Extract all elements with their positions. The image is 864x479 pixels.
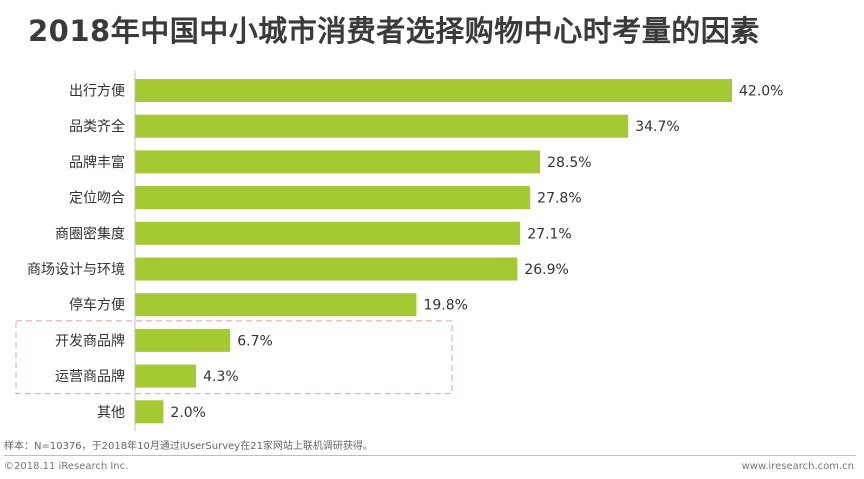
category-label: 停车方便	[69, 297, 125, 314]
highlight-box	[15, 320, 453, 395]
value-label: 4.3%	[203, 369, 239, 385]
category-label: 商场设计与环境	[27, 262, 125, 278]
category-label: 其他	[97, 405, 125, 421]
bar	[135, 364, 197, 388]
bar	[135, 79, 732, 102]
bar	[135, 150, 541, 174]
bar	[135, 257, 518, 281]
value-label: 26.9%	[524, 262, 568, 278]
category-label: 运营商品牌	[55, 368, 125, 385]
bar	[135, 293, 417, 317]
value-label: 27.8%	[537, 191, 581, 207]
value-label: 28.5%	[547, 155, 591, 171]
category-label: 品类齐全	[69, 118, 125, 135]
sample-note: 样本：N=10376，于2018年10月通过iUserSurvey在21家网站上…	[4, 441, 373, 452]
footer-divider	[4, 455, 856, 456]
bar	[135, 186, 531, 210]
category-label: 定位吻合	[69, 191, 125, 207]
bar	[135, 328, 231, 352]
copyright-text: ©2018.11 iResearch Inc.	[4, 461, 129, 472]
bar	[135, 221, 521, 245]
category-label: 开发商品牌	[55, 332, 125, 349]
value-label: 27.1%	[527, 226, 571, 242]
chart-title: 2018年中国中小城市消费者选择购物中心时考量的因素	[28, 14, 760, 48]
value-label: 2.0%	[170, 405, 206, 421]
bar	[135, 400, 164, 424]
value-label: 34.7%	[635, 119, 679, 135]
category-label: 出行方便	[69, 84, 125, 100]
value-label: 19.8%	[423, 298, 467, 314]
category-label: 商圈密集度	[55, 225, 125, 242]
bar	[135, 114, 629, 138]
value-label: 42.0%	[739, 84, 783, 100]
value-label: 6.7%	[237, 333, 273, 349]
website-text: www.iresearch.com.cn	[741, 461, 854, 472]
category-label: 品牌丰富	[69, 154, 125, 171]
